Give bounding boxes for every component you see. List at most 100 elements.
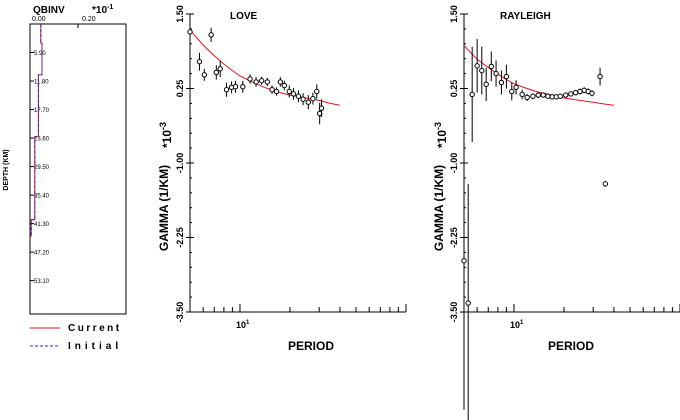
love-data-point — [281, 82, 288, 89]
love-data-point — [232, 84, 239, 90]
rayleigh-data-point — [557, 93, 563, 99]
qbinv-y-axis: 5.90 11.80 17.70 23.60 29.50 35.40 41.30 47.20 5… — [30, 51, 50, 285]
love-data-point — [290, 91, 297, 97]
love-axes: -3.50 -2.25 -1.00 0.25 1.50 101 — [175, 5, 407, 330]
love-data-point — [310, 95, 316, 102]
love-data-point — [264, 79, 270, 85]
qbinv-x-axis — [29, 24, 79, 28]
rayleigh-data-point — [469, 91, 475, 98]
qbinv-y-tick-label: 23.60 — [34, 137, 50, 143]
qbinv-x-multiplier: *10-1 — [92, 4, 113, 16]
rayleigh-observations — [461, 39, 609, 420]
rayleigh-data-point — [479, 67, 485, 74]
rayleigh-data-point — [572, 89, 579, 96]
qbinv-y-tick-label: 53.10 — [34, 279, 50, 285]
rayleigh-x-axis-label: PERIOD — [548, 339, 594, 353]
love-data-point — [295, 93, 302, 99]
qbinv-y-tick-label: 5.90 — [34, 51, 46, 57]
love-data-point — [196, 58, 203, 65]
love-model-line — [189, 29, 340, 106]
rayleigh-y-multiplier: *10-3 — [433, 122, 449, 148]
love-data-point — [258, 78, 265, 84]
love-y-tick-label: -3.50 — [175, 302, 185, 323]
rayleigh-y-tick-label: 1.50 — [449, 5, 459, 23]
rayleigh-y-tick-label: 0.25 — [449, 80, 459, 98]
rayleigh-data-point — [597, 73, 603, 80]
rayleigh-data-point — [509, 88, 515, 95]
love-panel: LOVE *10-3 GAMMA (1/KM) PERIOD -3.50 -2.2… — [157, 5, 407, 353]
rayleigh-data-point — [530, 93, 536, 99]
rayleigh-data-point — [540, 92, 546, 98]
love-x-axis-label: PERIOD — [288, 339, 334, 353]
qbinv-title: QBINV — [33, 5, 65, 16]
rayleigh-axes: -3.50 -2.25 -1.00 0.25 1.50 101 — [449, 5, 680, 330]
love-data-point — [277, 79, 284, 85]
love-y-tick-label: -2.25 — [175, 227, 185, 248]
rayleigh-x-tick-label: 101 — [510, 320, 524, 330]
love-y-tick-label: 1.50 — [175, 5, 185, 23]
qbinv-x-tick-label: 0.00 — [32, 16, 46, 23]
rayleigh-data-point — [461, 258, 467, 264]
qbinv-lines — [30, 24, 43, 237]
love-data-point — [273, 88, 280, 95]
love-data-point — [223, 86, 230, 93]
qbinv-y-tick-label: 41.30 — [34, 222, 50, 228]
rayleigh-data-point — [563, 92, 569, 98]
love-y-tick-label: 0.25 — [175, 80, 185, 98]
qbinv-y-axis-label: DEPTH (KM) — [3, 149, 10, 190]
rayleigh-y-tick-label: -3.50 — [449, 302, 459, 323]
rayleigh-data-point — [535, 92, 541, 98]
love-data-point — [286, 88, 292, 95]
rayleigh-data-point — [519, 91, 525, 98]
legend-initial-label: Initial — [68, 341, 122, 352]
rayleigh-data-point — [465, 300, 471, 306]
rayleigh-data-point — [503, 73, 510, 80]
love-data-point — [305, 99, 312, 105]
rayleigh-data-point — [524, 94, 530, 101]
rayleigh-data-point — [493, 70, 499, 77]
love-data-point — [318, 105, 325, 111]
love-data-point — [314, 88, 320, 95]
love-data-point — [269, 86, 275, 93]
rayleigh-y-axis-label: GAMMA (1/KM) — [432, 165, 446, 251]
rayleigh-data-point — [483, 81, 489, 88]
rayleigh-title: RAYLEIGH — [500, 11, 551, 22]
qbinv-x-tick-label: 0.20 — [82, 16, 96, 23]
rayleigh-panel: RAYLEIGH *10-3 GAMMA (1/KM) PERIOD -3.50… — [432, 5, 680, 420]
rayleigh-data-point — [474, 63, 480, 69]
love-data-point — [240, 84, 246, 90]
rayleigh-y-tick-label: -1.00 — [449, 153, 459, 174]
love-data-point — [300, 96, 306, 102]
love-observations — [187, 25, 325, 125]
rayleigh-data-point — [545, 93, 551, 99]
qbinv-y-tick-label: 47.20 — [34, 251, 50, 257]
love-data-point — [253, 79, 259, 85]
love-y-multiplier: *10-3 — [158, 122, 174, 148]
love-data-point — [201, 72, 208, 78]
rayleigh-data-point — [589, 90, 595, 96]
love-data-point — [217, 66, 223, 72]
rayleigh-data-point — [498, 79, 505, 86]
love-data-point — [213, 69, 219, 76]
qbinv-y-tick-label: 35.40 — [34, 194, 50, 200]
qbinv-y-tick-label: 11.80 — [34, 80, 49, 86]
love-y-tick-label: -1.00 — [175, 153, 185, 174]
rayleigh-data-point — [602, 181, 609, 187]
legend: Current Initial — [30, 323, 122, 352]
love-model-curve — [189, 29, 340, 106]
love-x-tick-label: 101 — [236, 320, 250, 330]
rayleigh-data-point — [513, 84, 519, 91]
qbinv-y-tick-label: 17.70 — [34, 108, 50, 114]
qbinv-panel: QBINV *10-1 0.00 0.20 5.90 11.80 17.70 23.6… — [3, 4, 127, 315]
love-title: LOVE — [230, 11, 258, 22]
love-data-point — [187, 29, 193, 35]
rayleigh-data-point — [488, 63, 494, 70]
rayleigh-data-point — [568, 91, 574, 97]
love-data-point — [208, 32, 214, 38]
love-y-axis-label: GAMMA (1/KM) — [157, 165, 171, 251]
legend-current-label: Current — [68, 323, 122, 334]
rayleigh-y-tick-label: -2.25 — [449, 227, 459, 248]
initial-model-line — [30, 24, 43, 237]
love-data-point — [247, 76, 253, 82]
